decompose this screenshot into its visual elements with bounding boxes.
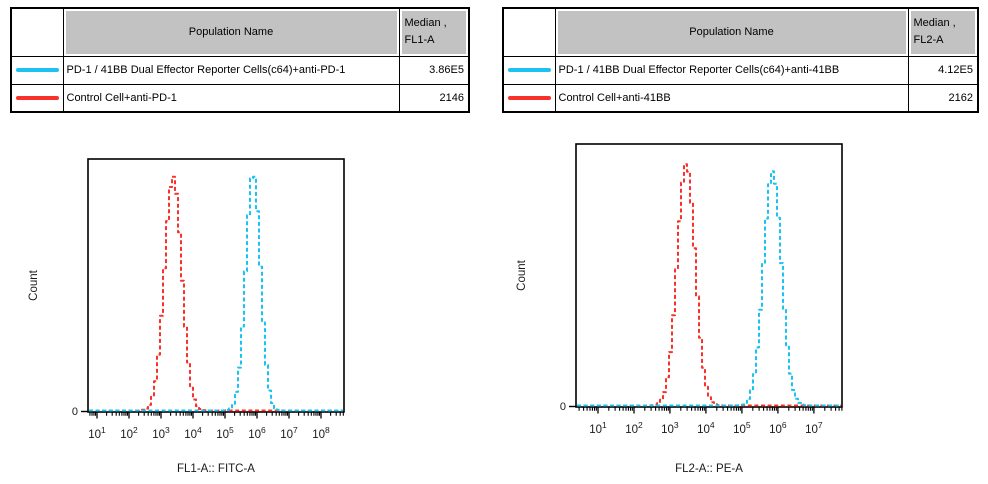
x-axis-label: FL2-A:: PE-A [675,463,743,475]
x-tick-label: 102 [120,425,138,441]
swatch-cell [10,83,64,113]
series-color-swatch [507,95,551,100]
table-row: PD-1 / 41BB Dual Effector Reporter Cells… [10,55,470,85]
swatch-cell [10,55,64,85]
y-axis-label: Count [516,259,528,290]
population-name-header: Population Name [62,7,400,57]
swatch-cell [502,83,556,113]
x-tick-label: 105 [733,420,751,436]
population-name-cell: PD-1 / 41BB Dual Effector Reporter Cells… [554,55,909,85]
x-tick-label: 101 [589,420,607,436]
x-axis-label: FL1-A:: FITC-A [177,463,255,475]
x-axis-minor-ticks [89,412,344,416]
series-color-swatch [507,68,551,72]
median-header-line2: FL1-A [404,34,435,46]
median-header-line1: Median , [913,17,956,29]
x-tick-label: 106 [769,420,787,436]
x-tick-label: 103 [661,420,679,436]
x-tick-label: 104 [184,425,202,441]
median-header: Median , FL2-A [907,7,979,57]
series-curve-1 [89,175,343,412]
y-zero-label: 0 [560,401,566,413]
x-tick-label: 105 [216,425,234,441]
median-value-cell: 2146 [398,83,470,113]
series-color-swatch [15,95,59,100]
plot-box [575,143,843,408]
x-tick-label: 107 [280,425,298,441]
legend-header-row: Population Name Median , FL1-A [10,7,470,57]
median-header-line2: FL2-A [913,34,944,46]
median-header: Median , FL1-A [398,7,470,57]
legend-table-fl2: Population Name Median , FL2-A PD-1 / 41… [502,7,979,113]
y-axis-label: Count [28,269,40,300]
population-name-header: Population Name [554,7,909,57]
x-tick-label: 101 [88,425,106,441]
legend-header-row: Population Name Median , FL2-A [502,7,979,57]
population-name-cell: Control Cell+anti-41BB [554,83,909,113]
plot-box [87,158,345,413]
x-tick-label: 108 [312,425,330,441]
population-name-cell: Control Cell+anti-PD-1 [62,83,400,113]
x-axis-major-ticks [96,412,322,419]
x-tick-label: 104 [697,420,715,436]
x-tick-label: 102 [625,420,643,436]
x-tick-label: 107 [805,420,823,436]
swatch-column-header [10,7,64,57]
x-tick-label: 103 [152,425,170,441]
median-value-cell: 3.86E5 [398,55,470,85]
y-zero-label: 0 [72,406,78,418]
x-tick-label: 106 [248,425,266,441]
table-row: Control Cell+anti-PD-1 2146 [10,83,470,113]
table-row: Control Cell+anti-41BB 2162 [502,83,979,113]
legend-table-fl1: Population Name Median , FL1-A PD-1 / 41… [10,7,470,113]
median-header-line1: Median , [404,17,447,29]
x-axis-minor-ticks [578,407,843,411]
table-row: PD-1 / 41BB Dual Effector Reporter Cells… [502,55,979,85]
median-value-cell: 4.12E5 [907,55,979,85]
median-value-cell: 2162 [907,83,979,113]
series-color-swatch [15,68,59,72]
swatch-column-header [502,7,556,57]
x-axis-major-ticks [597,407,815,414]
swatch-cell [502,55,556,85]
population-name-cell: PD-1 / 41BB Dual Effector Reporter Cells… [62,55,400,85]
series-curve-1 [577,170,841,407]
